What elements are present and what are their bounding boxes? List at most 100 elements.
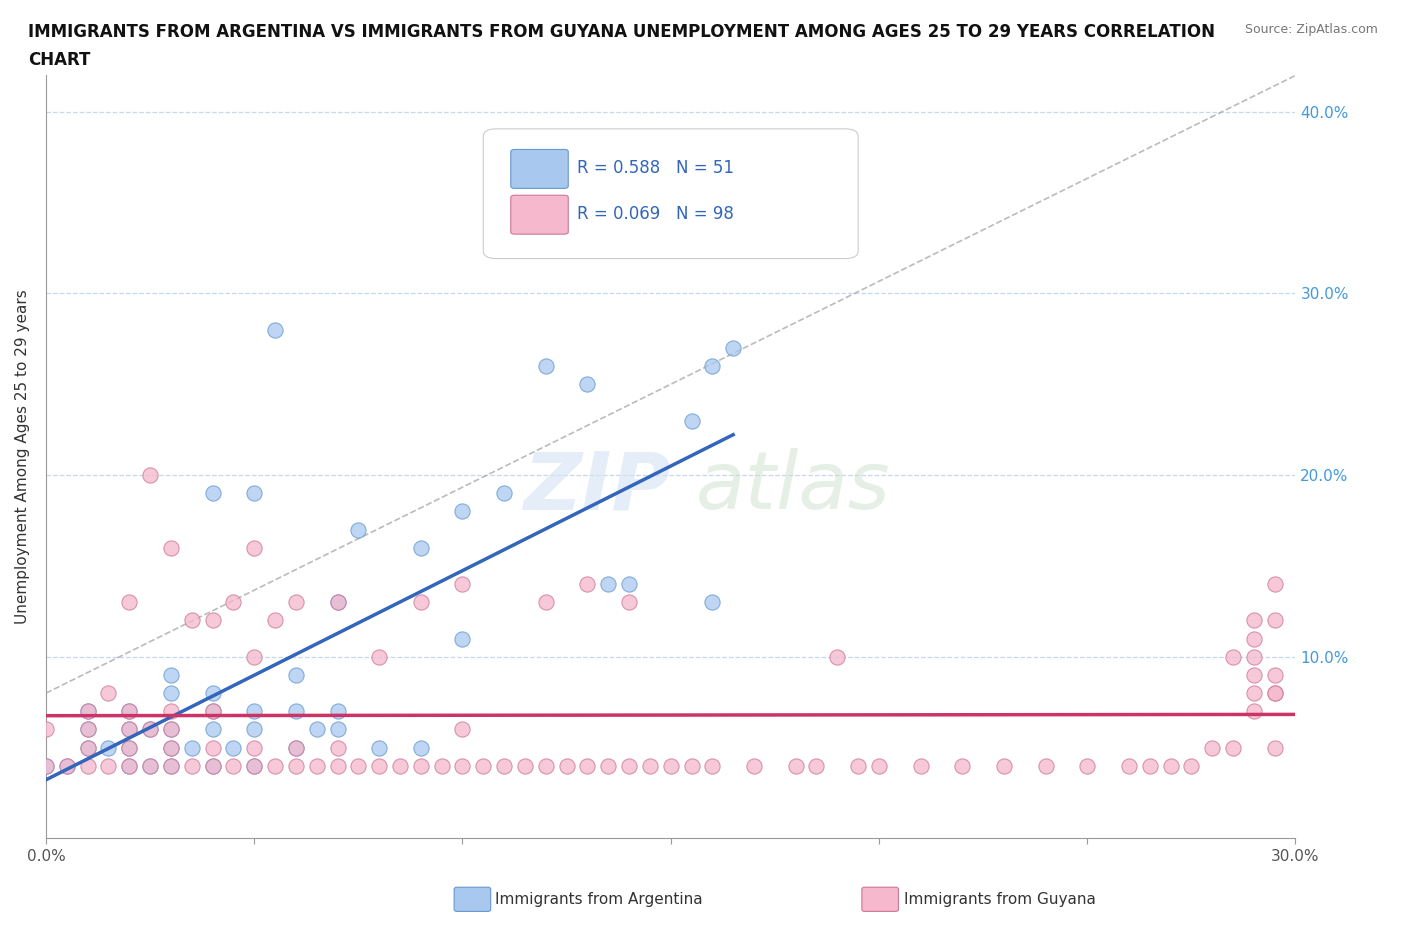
Point [659,758,682,773]
Point [1264,577,1286,591]
Point [1264,740,1286,755]
Point [160,722,183,737]
Point [97,685,120,700]
Point [180,613,202,628]
Point [264,613,287,628]
Point [409,540,432,555]
Point [868,758,890,773]
Point [160,540,183,555]
Point [1243,613,1265,628]
Point [139,758,162,773]
Point [742,758,765,773]
Point [76,758,98,773]
Point [576,758,599,773]
Point [409,740,432,755]
Point [201,740,224,755]
Text: Source: ZipAtlas.com: Source: ZipAtlas.com [1244,23,1378,36]
Point [576,577,599,591]
Point [368,758,391,773]
Point [56,758,79,773]
Point [118,758,141,773]
Point [681,758,703,773]
Point [1243,668,1265,683]
Point [1222,649,1244,664]
Point [284,740,307,755]
Point [264,323,287,338]
Point [702,758,724,773]
Point [513,758,536,773]
Point [35,758,58,773]
Point [368,740,391,755]
Point [97,758,120,773]
Point [284,740,307,755]
Point [326,595,349,610]
Point [160,740,183,755]
Point [160,758,183,773]
Point [368,649,391,664]
Point [1160,758,1182,773]
Point [139,722,162,737]
Text: Immigrants from Argentina: Immigrants from Argentina [495,892,703,907]
Point [785,758,807,773]
Point [910,758,932,773]
Point [97,740,120,755]
Point [118,704,141,719]
Point [118,740,141,755]
Point [555,758,578,773]
Point [1035,758,1057,773]
Point [201,758,224,773]
Point [1180,758,1202,773]
Point [160,704,183,719]
Point [1076,758,1098,773]
Point [118,722,141,737]
Point [118,722,141,737]
Point [494,758,516,773]
Point [243,485,266,500]
Point [56,758,79,773]
Text: R = 0.069   N = 98: R = 0.069 N = 98 [576,206,734,223]
Point [1264,685,1286,700]
Point [721,340,744,355]
Point [451,722,474,737]
Point [201,613,224,628]
FancyBboxPatch shape [510,150,568,189]
FancyBboxPatch shape [484,129,858,259]
Point [1201,740,1223,755]
Point [388,758,411,773]
Point [451,758,474,773]
Point [1139,758,1161,773]
Point [139,722,162,737]
FancyBboxPatch shape [510,195,568,234]
Point [534,595,557,610]
Text: ZIP: ZIP [523,448,671,526]
Point [1243,649,1265,664]
Point [243,722,266,737]
Point [243,758,266,773]
Point [222,758,245,773]
Point [409,595,432,610]
Point [160,685,183,700]
Point [326,758,349,773]
Point [1243,631,1265,646]
Point [1264,668,1286,683]
Point [1243,704,1265,719]
Point [201,685,224,700]
Point [284,668,307,683]
Point [284,758,307,773]
Point [827,649,849,664]
Point [451,631,474,646]
Point [598,577,620,591]
Point [534,359,557,374]
Point [160,722,183,737]
Point [118,595,141,610]
Point [1222,740,1244,755]
Point [1264,613,1286,628]
Point [243,649,266,664]
Point [201,704,224,719]
Point [243,704,266,719]
Point [35,758,58,773]
Point [139,468,162,483]
Point [222,595,245,610]
Point [76,740,98,755]
Point [139,758,162,773]
